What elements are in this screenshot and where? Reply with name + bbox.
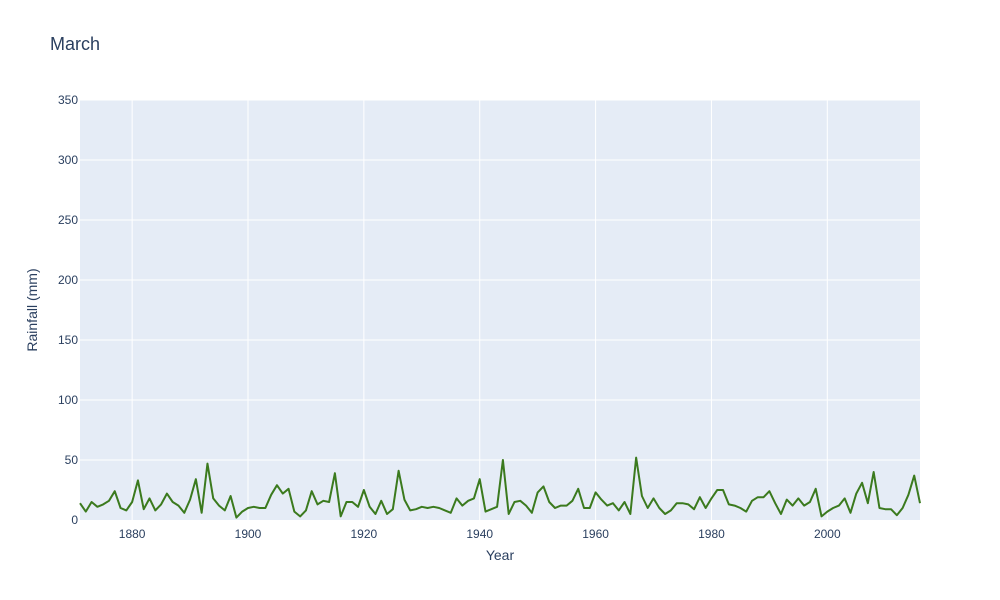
rainfall-series-line bbox=[79, 456, 921, 519]
y-tick-label: 300 bbox=[58, 153, 78, 167]
x-tick-label: 1940 bbox=[466, 527, 493, 541]
y-tick-label: 50 bbox=[65, 453, 79, 467]
y-tick-label: 100 bbox=[58, 393, 78, 407]
x-axis-title: Year bbox=[486, 547, 515, 563]
y-tick-label: 350 bbox=[58, 93, 78, 107]
x-tick-label: 2000 bbox=[814, 527, 841, 541]
y-tick-label: 0 bbox=[71, 513, 78, 527]
y-gridlines bbox=[80, 99, 920, 461]
x-tick-label: 1900 bbox=[235, 527, 262, 541]
x-tick-label: 1880 bbox=[119, 527, 146, 541]
x-tick-label: 1980 bbox=[698, 527, 725, 541]
y-axis-title: Rainfall (mm) bbox=[24, 268, 40, 351]
x-tick-labels: 1880 1900 1920 1940 1960 1980 2000 bbox=[119, 527, 841, 541]
chart-title: March bbox=[50, 34, 100, 54]
y-tick-labels: 0 50 100 150 200 250 300 350 bbox=[58, 93, 78, 527]
x-tick-label: 1920 bbox=[351, 527, 378, 541]
plot-area bbox=[80, 100, 920, 520]
x-gridlines bbox=[131, 100, 828, 520]
y-tick-label: 150 bbox=[58, 333, 78, 347]
y-tick-label: 200 bbox=[58, 273, 78, 287]
y-tick-label: 250 bbox=[58, 213, 78, 227]
x-tick-label: 1960 bbox=[582, 527, 609, 541]
